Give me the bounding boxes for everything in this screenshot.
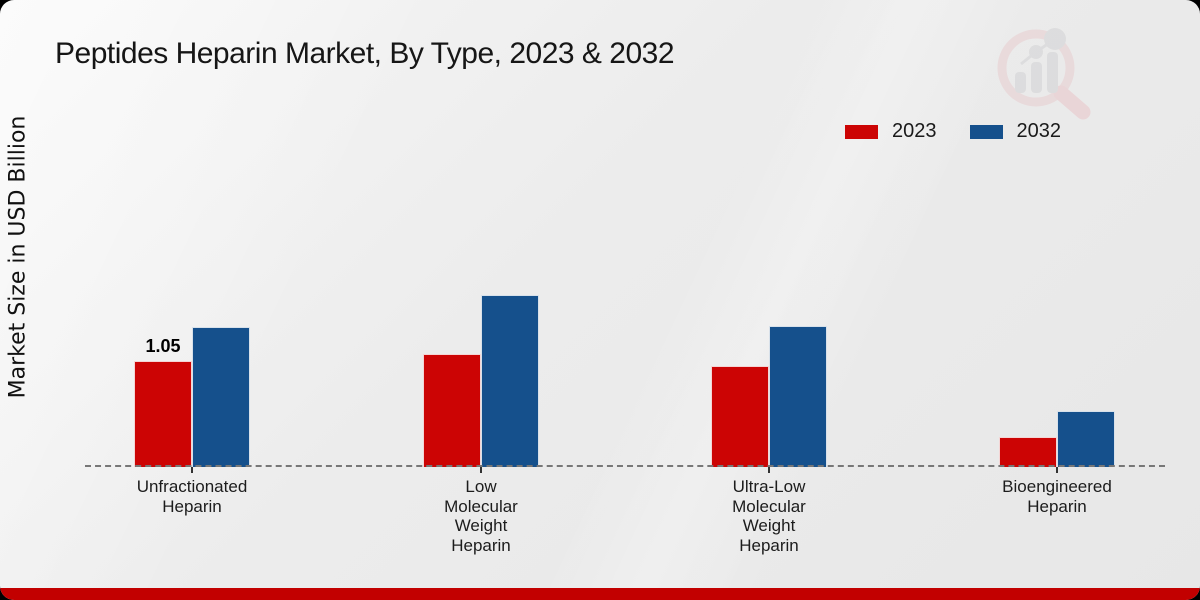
y-axis-label: Market Size in USD Billion: [5, 115, 31, 399]
bar-2032-low-molecular-weight-heparin: [481, 295, 539, 467]
bar-2032-unfractionated-heparin: [192, 327, 250, 467]
x-axis-label-ultra-low-molecular-weight-heparin: Ultra-Low Molecular Weight Heparin: [732, 477, 806, 555]
x-axis-baseline: [85, 465, 1165, 467]
legend-swatch-2032: [969, 124, 1003, 139]
bottom-accent-strip: [0, 588, 1200, 600]
bar-2023-unfractionated-heparin: [134, 361, 192, 467]
bar-2023-bioengineered-heparin: [999, 437, 1057, 467]
chart-title: Peptides Heparin Market, By Type, 2023 &…: [55, 37, 675, 70]
x-axis-tick: [768, 467, 770, 473]
legend: 2023 2032: [845, 120, 1061, 143]
legend-label-2023: 2023: [892, 120, 937, 142]
legend-label-2032: 2032: [1016, 120, 1062, 142]
x-axis-label-unfractionated-heparin: Unfractionated Heparin: [136, 477, 248, 516]
legend-item-2032: 2032: [969, 120, 1062, 143]
x-axis-tick: [191, 467, 193, 473]
x-axis-label-bioengineered-heparin: Bioengineered Heparin: [1002, 477, 1112, 516]
x-axis-label-low-molecular-weight-heparin: Low Molecular Weight Heparin: [444, 477, 518, 555]
legend-swatch-2023: [845, 124, 878, 139]
market-research-logo-watermark: [997, 28, 1091, 120]
x-axis-tick: [480, 467, 482, 473]
plot-area: 1.05: [85, 0, 1165, 467]
x-axis-tick: [1056, 467, 1058, 473]
bar-2032-ultra-low-molecular-weight-heparin: [769, 326, 827, 467]
bar-2023-ultra-low-molecular-weight-heparin: [711, 366, 769, 467]
bar-value-label: 1.05: [145, 336, 181, 356]
bar-2023-low-molecular-weight-heparin: [423, 354, 481, 467]
bar-2032-bioengineered-heparin: [1057, 411, 1115, 467]
legend-item-2023: 2023: [845, 120, 937, 143]
